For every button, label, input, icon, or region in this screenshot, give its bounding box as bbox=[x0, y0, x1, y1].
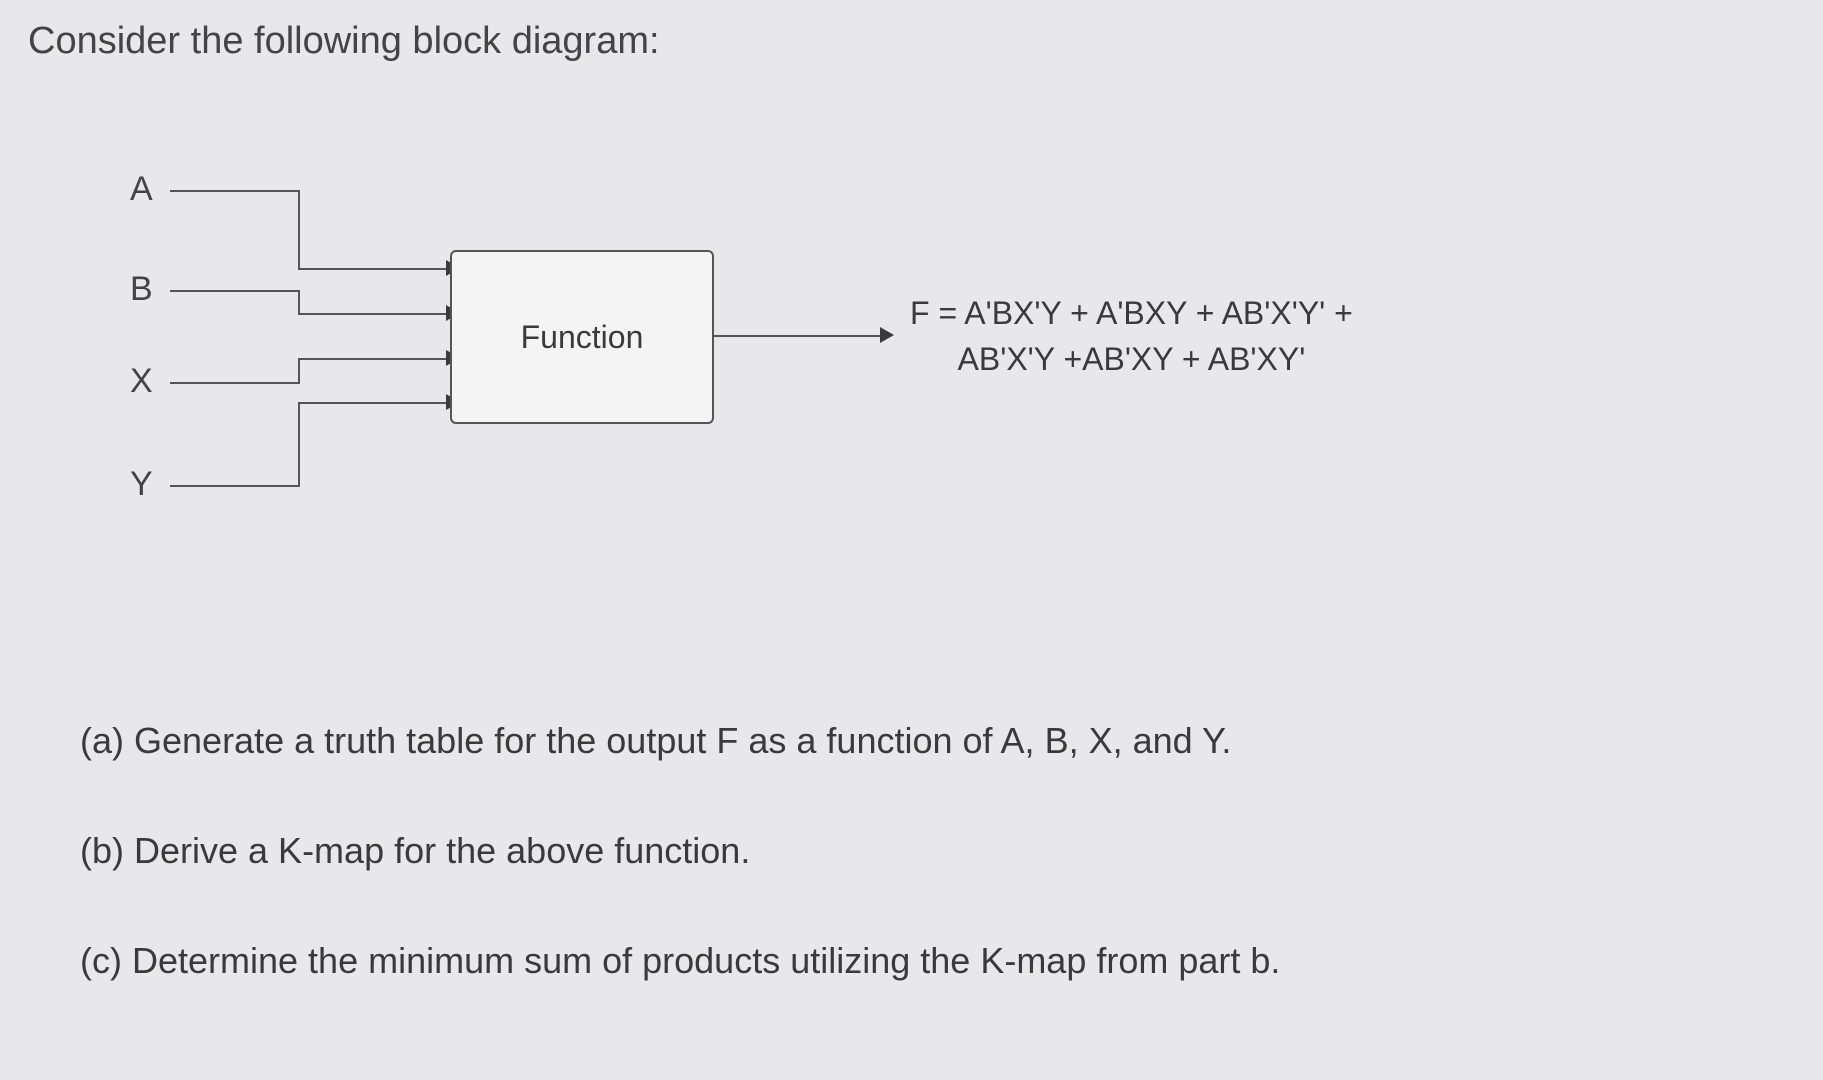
wire-b-h2 bbox=[298, 313, 448, 315]
input-label-a: A bbox=[130, 170, 153, 209]
wire-b-h1 bbox=[170, 290, 300, 292]
wire-b-v bbox=[298, 290, 300, 315]
function-box: Function bbox=[450, 250, 714, 424]
wire-y-h1 bbox=[170, 485, 300, 487]
input-label-y: Y bbox=[130, 465, 153, 504]
block-diagram: A B X Y Function F = A'BX'Y + A'BXY + AB… bbox=[120, 170, 1720, 570]
output-equation: F = A'BX'Y + A'BXY + AB'X'Y' + AB'X'Y +A… bbox=[910, 290, 1353, 383]
arrow-out bbox=[880, 327, 894, 343]
output-equation-line1: F = A'BX'Y + A'BXY + AB'X'Y' + bbox=[910, 290, 1353, 336]
input-label-b: B bbox=[130, 270, 153, 309]
wire-x-h1 bbox=[170, 382, 300, 384]
wire-x-v bbox=[298, 358, 300, 384]
question-b: (b) Derive a K-map for the above functio… bbox=[80, 830, 750, 872]
input-label-x: X bbox=[130, 362, 153, 401]
wire-out bbox=[712, 335, 882, 337]
wire-a-v bbox=[298, 190, 300, 270]
intro-text: Consider the following block diagram: bbox=[28, 20, 660, 63]
question-a: (a) Generate a truth table for the outpu… bbox=[80, 720, 1231, 762]
wire-a-h1 bbox=[170, 190, 300, 192]
wire-a-h2 bbox=[298, 268, 448, 270]
wire-y-h2 bbox=[298, 402, 448, 404]
output-equation-line2: AB'X'Y +AB'XY + AB'XY' bbox=[910, 336, 1353, 382]
wire-y-v bbox=[298, 402, 300, 487]
function-box-label: Function bbox=[521, 319, 644, 356]
wire-x-h2 bbox=[298, 358, 448, 360]
question-c: (c) Determine the minimum sum of product… bbox=[80, 940, 1280, 982]
